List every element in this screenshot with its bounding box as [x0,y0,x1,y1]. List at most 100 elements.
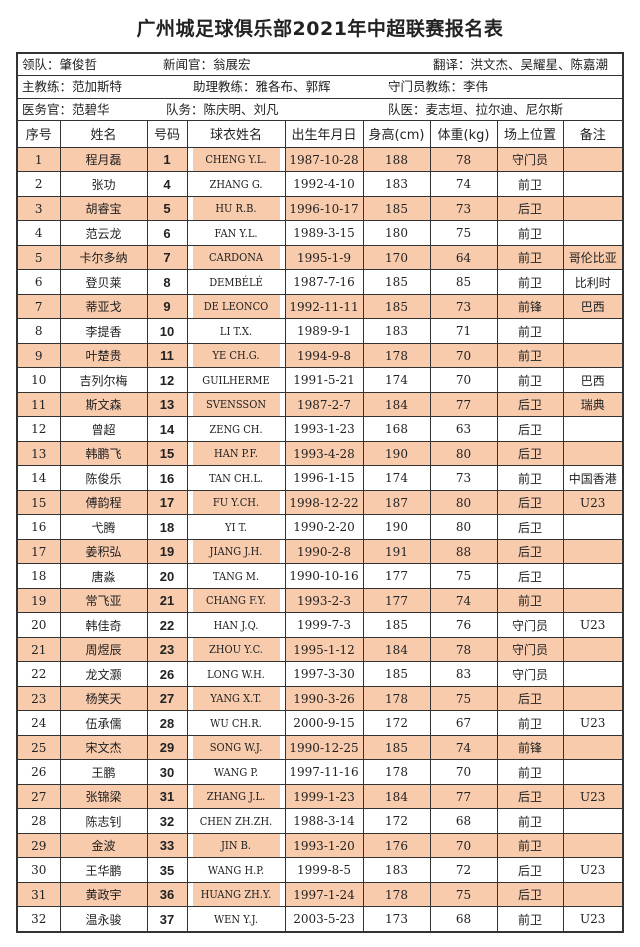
cell-position: 后卫 [496,416,564,442]
cell-weight: 74 [429,734,498,761]
cell-index: 11 [18,391,61,418]
cell-height: 176 [362,832,431,859]
table-row: 16 弋腾 18 YI T. 1990-2-20 190 80 后卫 [18,514,622,540]
table-row: 30 王华鹏 35 WANG H.P. 1999-8-5 183 72 后卫 U23 [18,857,622,883]
cell-height: 184 [362,391,431,418]
cell-number: 35 [146,857,188,883]
cell-jersey-name: JIN B. [191,832,281,859]
cell-jersey-name: CHENG Y.L. [191,146,281,173]
cell-birthdate: 1988-3-14 [284,808,364,834]
cell-number: 13 [146,391,188,418]
cell-remarks [562,538,622,565]
cell-number: 29 [146,734,188,761]
cell-remarks: 巴西 [562,293,622,320]
cell-birthdate: 1991-5-21 [284,367,364,393]
cell-name: 韩佳奇 [59,612,148,638]
cell-remarks: U23 [562,783,622,810]
cell-position: 前卫 [496,171,564,197]
cell-birthdate: 1989-3-15 [284,220,364,246]
cell-height: 174 [362,367,431,393]
cell-height: 178 [362,759,431,785]
cell-jersey-name: GUILHERME [191,367,281,393]
cell-remarks [562,195,622,222]
cell-name: 张功 [59,171,148,197]
table-row: 28 陈志钊 32 CHEN ZH.ZH. 1988-3-14 172 68 前卫 [18,808,622,834]
cell-index: 19 [18,587,61,614]
cell-jersey-name: FAN Y.L. [191,220,281,246]
staff-info-row: 领队：肇俊哲 新闻官：翁展宏 翻译：洪文杰、吴耀星、陈嘉潮 [18,54,622,77]
cell-remarks [562,661,622,687]
cell-remarks [562,587,622,614]
cell-height: 170 [362,244,431,271]
cell-index: 4 [18,220,61,246]
cell-remarks: 瑞典 [562,391,622,418]
table-row: 5 卡尔多纳 7 CARDONA 1995-1-9 170 64 前卫 哥伦比亚 [18,244,622,271]
cell-birthdate: 1987-7-16 [284,269,364,295]
cell-birthdate: 1995-1-12 [284,636,364,663]
cell-index: 20 [18,612,61,638]
cell-weight: 80 [429,514,498,540]
cell-weight: 80 [429,489,498,516]
staff-info: 领队：肇俊哲 新闻官：翁展宏 翻译：洪文杰、吴耀星、陈嘉潮 主教练：范加斯特 助理教练：… [18,54,622,121]
cell-weight: 68 [429,808,498,834]
table-row: 3 胡睿宝 5 HU R.B. 1996-10-17 185 73 后卫 [18,195,622,222]
table-row: 20 韩佳奇 22 HAN J.Q. 1999-7-3 185 76 守门员 U23 [18,612,622,638]
cell-jersey-name: WU CH.R. [191,710,281,736]
cell-name: 胡睿宝 [59,195,148,222]
cell-name: 弋腾 [59,514,148,540]
cell-weight: 63 [429,416,498,442]
cell-name: 陈俊乐 [59,465,148,491]
cell-weight: 78 [429,146,498,173]
cell-position: 后卫 [496,391,564,418]
cell-position: 前锋 [496,734,564,761]
cell-name: 温永骏 [59,906,148,931]
cell-name: 登贝莱 [59,269,148,295]
table-row: 6 登贝莱 8 DEMBÉLÉ 1987-7-16 185 85 前卫 比利时 [18,269,622,295]
cell-weight: 83 [429,661,498,687]
cell-birthdate: 1992-4-10 [284,171,364,197]
cell-jersey-name: YANG X.T. [191,685,281,712]
cell-birthdate: 1999-1-23 [284,783,364,810]
cell-name: 斯文森 [59,391,148,418]
cell-number: 33 [146,832,188,859]
staff-entry: 守门员教练：李伟 [388,79,489,95]
cell-remarks [562,416,622,442]
cell-remarks: 巴西 [562,367,622,393]
header-col-birthdate: 出生年月日 [284,120,364,148]
header-col-height: 身高(cm) [362,120,431,148]
cell-position: 守门员 [496,612,564,638]
cell-number: 10 [146,318,188,344]
cell-weight: 70 [429,832,498,859]
header-row: 序号 姓名 号码 球衣姓名 出生年月日 身高(cm) 体重(kg) 场上位置 备注 [18,120,622,148]
cell-jersey-name: TAN CH.L. [191,465,281,491]
cell-position: 前卫 [496,710,564,736]
table-row: 21 周煜辰 23 ZHOU Y.C. 1995-1-12 184 78 守门员 [18,636,622,663]
cell-number: 7 [146,244,188,271]
cell-index: 5 [18,244,61,271]
cell-index: 21 [18,636,61,663]
registration-sheet: 领队：肇俊哲 新闻官：翁展宏 翻译：洪文杰、吴耀星、陈嘉潮 主教练：范加斯特 助理教练：… [16,52,624,933]
cell-name: 李提香 [59,318,148,344]
cell-number: 17 [146,489,188,516]
cell-number: 22 [146,612,188,638]
table-row: 12 曾超 14 ZENG CH. 1993-1-23 168 63 后卫 [18,416,622,442]
cell-birthdate: 1990-2-8 [284,538,364,565]
cell-height: 177 [362,587,431,614]
cell-index: 15 [18,489,61,516]
cell-weight: 74 [429,587,498,614]
table-row: 26 王鹏 30 WANG P. 1997-11-16 178 70 前卫 [18,759,622,785]
cell-position: 后卫 [496,440,564,467]
cell-name: 姜积弘 [59,538,148,565]
cell-index: 31 [18,881,61,908]
table-row: 10 吉列尔梅 12 GUILHERME 1991-5-21 174 70 前卫 巴西 [18,367,622,393]
cell-birthdate: 1993-2-3 [284,587,364,614]
cell-position: 后卫 [496,857,564,883]
header-col-remarks: 备注 [562,120,622,148]
cell-number: 26 [146,661,188,687]
cell-index: 7 [18,293,61,320]
cell-remarks: U23 [562,612,622,638]
cell-remarks: 中国香港 [562,465,622,491]
cell-jersey-name: HAN J.Q. [191,612,281,638]
staff-entry: 新闻官：翁展宏 [163,57,251,72]
cell-birthdate: 1999-8-5 [284,857,364,883]
